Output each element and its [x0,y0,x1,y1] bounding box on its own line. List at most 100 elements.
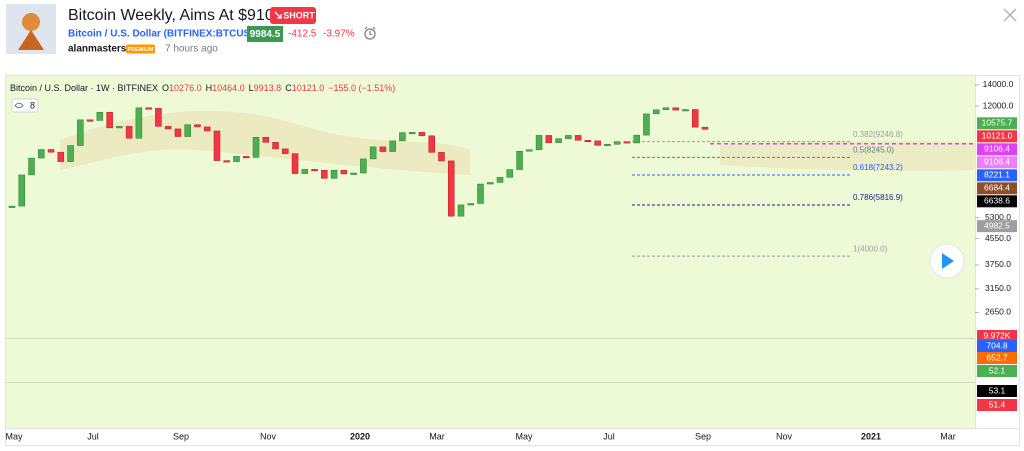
short-badge [270,7,316,24]
price-label: 10575.7 [982,118,1013,128]
candle [194,124,201,128]
indicator-label: 652.7 [986,352,1008,362]
ohlc-change: −155.0 (−1.51%) [328,83,395,93]
ohlc-value: 10121.0 [292,83,325,93]
timestamp: 7 hours ago [165,44,218,55]
play-button[interactable] [929,243,965,279]
indicator-label: 9.972K [984,330,1011,340]
fib-label: 1(4000.0) [853,244,888,253]
candle [223,160,230,163]
y-tick-label: 3750.0 [985,259,1011,269]
candle [301,169,309,174]
price-label-bg [977,182,1017,195]
close-button[interactable] [1003,8,1017,22]
candle [18,174,26,207]
candle [233,156,240,162]
y-tick-label: 14000.0 [983,79,1014,89]
symbol-link[interactable]: Bitcoin / U.S. Dollar (BITFINEX:BTCUSD) [68,29,261,40]
price-label: 6684.4 [984,183,1010,193]
ohlc-key: C [285,83,292,93]
candle [47,149,55,153]
indicator-label-bg [977,330,1017,342]
indicator-label-bg [977,385,1017,397]
y-tick-label: 5300.0 [985,212,1011,222]
candle [672,107,679,111]
price-change-percent: -3.97% [323,29,355,40]
candle [584,140,592,143]
candle [662,107,670,110]
candle [164,126,172,130]
x-tick-label: Jul [603,431,615,441]
candle [506,169,514,178]
candle [428,135,435,153]
alert-icon[interactable] [364,26,376,40]
price-label: 9106.4 [984,144,1010,154]
candle [125,126,133,139]
x-tick-label: Jul [87,431,99,441]
candle [369,146,377,160]
price-label-bg [977,117,1017,130]
price-label: 4982.5 [984,220,1010,230]
candle [701,126,709,130]
candle [457,204,465,217]
indicator-label-bg [977,340,1017,352]
ohlc-key: H [206,83,213,93]
candle [408,132,416,135]
x-tick-label: Mar [940,431,956,441]
candle [379,146,387,152]
indicators-toggle[interactable] [11,98,39,113]
candle [565,135,572,139]
x-tick-label: Sep [695,431,711,441]
price: 9984.5 [250,29,281,40]
candle [28,157,35,176]
price-label-bg [977,143,1017,156]
indicator-label: 51.4 [989,399,1006,409]
candle [213,130,221,161]
candle [252,136,260,158]
ohlc-key: O [162,83,169,93]
candle [321,170,328,179]
avatar-figure [18,30,44,50]
candle [652,109,660,115]
fib-label: 0.5(8245.0) [853,145,894,154]
ohlc-value: 10464.0 [212,83,245,93]
candle [135,107,143,139]
symbol-name: Bitcoin / U.S. Dollar · 1W · BITFINEX [10,83,158,93]
ohlc-value: 9913.8 [254,83,282,93]
x-tick-label: 2020 [350,431,370,441]
candle [643,113,650,136]
candle [613,141,621,145]
x-tick-label: 2021 [861,431,881,441]
idea-title: Bitcoin Weekly, Aims At $9100 [68,7,283,24]
candle [272,142,279,150]
candle [526,149,533,152]
candle [174,128,182,137]
ohlc-value: 10276.0 [169,83,202,93]
indicator-label: 52.1 [989,365,1006,375]
indicator-label-bg [977,352,1017,364]
price-label-bg [977,220,1017,233]
premium-label: PREMIUM [128,47,154,53]
candle [116,126,123,129]
candle [467,203,474,206]
y-tick-label: 3150.0 [985,283,1011,293]
author[interactable]: alanmasters [68,44,127,55]
price-label-bg [977,169,1017,182]
indicator-label-bg [977,365,1017,377]
candle [184,124,191,137]
candle [38,149,45,159]
y-tick-label: 2650.0 [985,307,1011,317]
candle [203,126,211,132]
candle [633,134,640,144]
candle [496,177,504,183]
price-label: 10121.0 [982,131,1013,141]
cloud [60,110,470,175]
price-change: -412.5 [288,29,317,40]
candle [389,140,396,152]
short-icon [274,11,282,19]
short-label: SHORT [283,10,315,20]
candle [8,205,16,208]
candle [155,108,162,127]
x-tick-label: Nov [776,431,793,441]
